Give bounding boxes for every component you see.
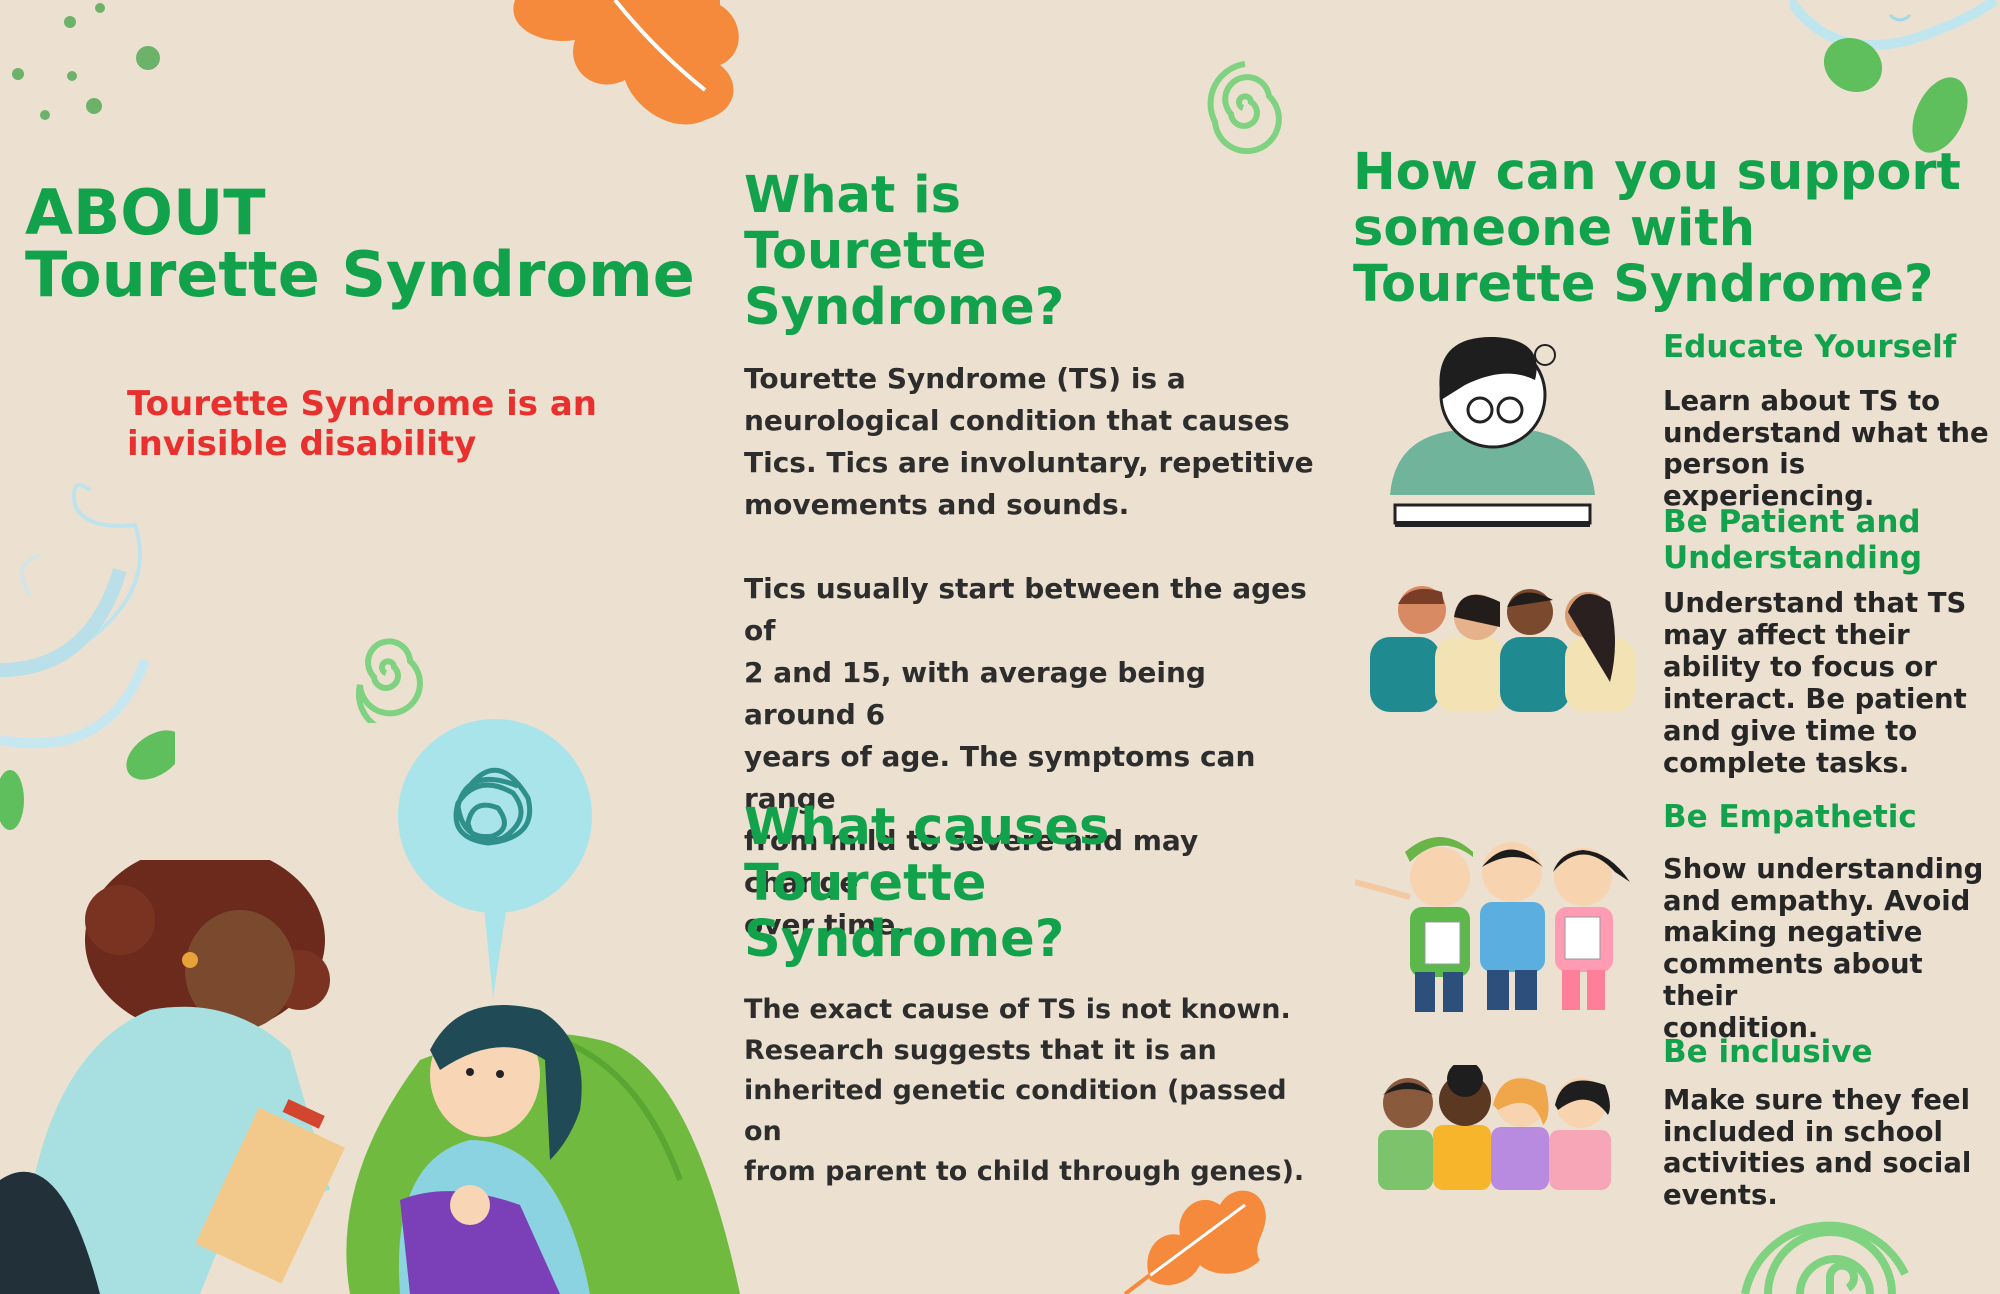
- text-line: events.: [1663, 1179, 1778, 1212]
- text-line: inherited genetic condition (passed on: [744, 1075, 1287, 1147]
- dots-decoration: [0, 0, 180, 130]
- tip-be-patient: Be Patient and Understanding Understand …: [1663, 504, 1998, 780]
- text-line: and give time to: [1663, 714, 1918, 747]
- text-line: understand what the: [1663, 416, 1989, 449]
- what-is-heading-line-2: Tourette Syndrome?: [744, 222, 1065, 338]
- tip-educate-yourself: Educate Yourself Learn about TS to under…: [1663, 329, 1998, 514]
- text-line: comments about their: [1663, 948, 1923, 1013]
- text-line: from mild to severe and may change: [744, 824, 1199, 900]
- counselor-and-child-illustration: [0, 860, 745, 1294]
- tip-title: Be Patient and Understanding: [1663, 504, 1998, 576]
- text-line: over time.: [744, 908, 906, 942]
- what-is-section: What is Tourette Syndrome? Tourette Synd…: [744, 166, 1314, 946]
- title-line-2: Tourette Syndrome: [25, 238, 695, 311]
- text-line: The exact cause of TS is not known.: [744, 994, 1291, 1026]
- reading-girl-icon: [1385, 325, 1600, 530]
- what-is-paragraph-1: Tourette Syndrome (TS) is a neurological…: [744, 358, 1314, 526]
- text-line: complete tasks.: [1663, 746, 1910, 779]
- tip-title: Educate Yourself: [1663, 329, 1957, 365]
- three-kids-icon: [1355, 822, 1635, 1012]
- tip-title-line: Be Patient and: [1663, 504, 1921, 540]
- text-line: Learn about TS to: [1663, 384, 1941, 417]
- orange-leaf-icon: [1120, 1170, 1270, 1294]
- text-line: person is experiencing.: [1663, 448, 1875, 513]
- text-line: Understand that TS: [1663, 587, 1967, 620]
- text-line: neurological condition that causes: [744, 404, 1290, 438]
- tip-body: Show understanding and empathy. Avoid ma…: [1663, 852, 1998, 1045]
- text-line: years of age. The symptoms can range: [744, 740, 1256, 816]
- text-line: Tics usually start between the ages of: [744, 572, 1307, 648]
- text-line: 2 and 15, with average being around 6: [744, 656, 1206, 732]
- support-heading: How can you support someone with Tourett…: [1353, 145, 1961, 313]
- group-hug-icon: [1370, 582, 1635, 712]
- tip-title: Be inclusive: [1663, 1034, 1873, 1070]
- title-line-1: ABOUT: [25, 176, 266, 249]
- thought-bubble-icon: [398, 718, 593, 1003]
- orange-leaf-icon: [505, 0, 745, 135]
- text-line: may affect their: [1663, 619, 1910, 652]
- text-line: condition.: [1663, 1012, 1819, 1045]
- tip-body: Understand that TS may affect their abil…: [1663, 587, 1998, 779]
- text-line: included in school: [1663, 1115, 1943, 1148]
- text-line: Show understanding: [1663, 852, 1984, 885]
- text-line: interact. Be patient: [1663, 682, 1967, 715]
- text-line: and empathy. Avoid: [1663, 884, 1971, 917]
- what-is-heading-line-1: What is: [744, 166, 961, 225]
- spiral-icon: [340, 618, 432, 723]
- support-heading-line-2: someone with: [1353, 199, 1756, 258]
- text-line: from parent to child through genes).: [744, 1156, 1305, 1188]
- text-line: Research suggests that it is an: [744, 1034, 1217, 1066]
- text-line: Tics. Tics are involuntary, repetitive: [744, 446, 1314, 480]
- tip-be-inclusive: Be inclusive Make sure they feel include…: [1663, 1034, 1998, 1213]
- callout-line-1: Tourette Syndrome is an: [127, 384, 597, 424]
- text-line: ability to focus or: [1663, 651, 1937, 684]
- tip-title-line: Understanding: [1663, 539, 1923, 576]
- text-line: activities and social: [1663, 1147, 1972, 1180]
- causes-heading-line-2: Tourette Syndrome?: [744, 854, 1065, 970]
- text-line: Make sure they feel: [1663, 1083, 1970, 1116]
- causes-section: What causes Tourette Syndrome? The exact…: [744, 798, 1314, 1193]
- causes-paragraph: The exact cause of TS is not known. Rese…: [744, 990, 1314, 1193]
- tip-title: Be Empathetic: [1663, 799, 1917, 835]
- tip-be-empathetic: Be Empathetic Show understanding and emp…: [1663, 799, 1998, 1045]
- spiral-icon: [1195, 48, 1290, 158]
- left-title: ABOUT Tourette Syndrome: [25, 182, 695, 306]
- invisible-disability-callout: Tourette Syndrome is an invisible disabi…: [127, 384, 597, 464]
- swirl-left-decoration: [0, 470, 175, 830]
- text-line: movements and sounds.: [744, 488, 1130, 522]
- text-line: Tourette Syndrome (TS) is a: [744, 362, 1186, 396]
- diverse-kids-icon: [1373, 1065, 1618, 1190]
- tip-body: Make sure they feel included in school a…: [1663, 1083, 1998, 1213]
- causes-heading-line-1: What causes: [744, 798, 1110, 857]
- spiral-icon: [1740, 1178, 1920, 1294]
- swirl-top-right-decoration: [1790, 0, 2000, 170]
- support-heading-line-1: How can you support: [1353, 143, 1961, 202]
- support-heading-line-3: Tourette Syndrome?: [1353, 255, 1934, 314]
- text-line: making negative: [1663, 916, 1923, 949]
- what-is-paragraph-2: Tics usually start between the ages of 2…: [744, 568, 1314, 946]
- callout-line-2: invisible disability: [127, 424, 477, 465]
- tip-body: Learn about TS to understand what the pe…: [1663, 384, 1998, 514]
